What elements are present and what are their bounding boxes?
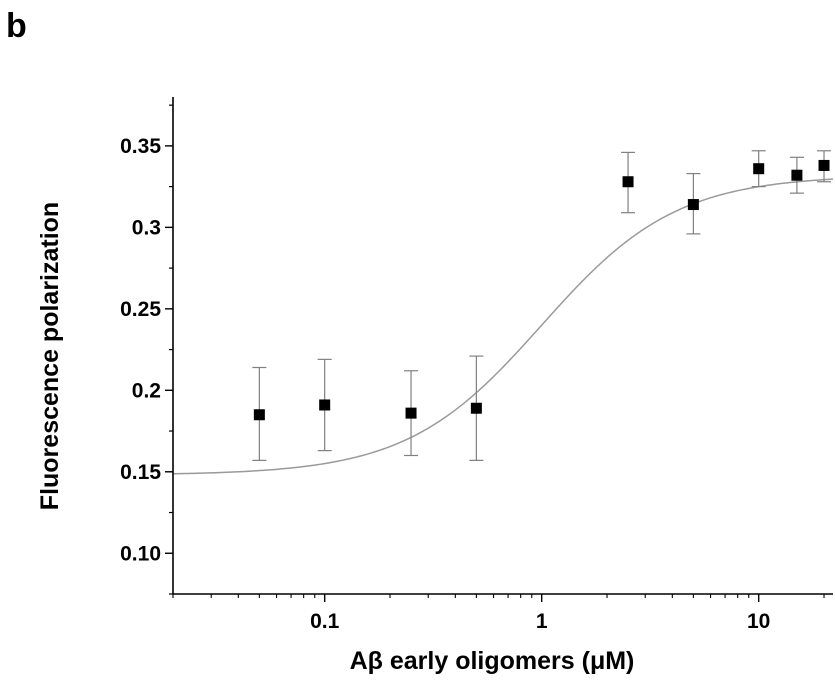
fit-curve [172,178,834,475]
data-point-marker [405,407,417,419]
y-axis-title: Fluorescence polarization [36,202,64,510]
data-points-layer [253,159,830,421]
x-tick-label: 0.1 [310,610,340,633]
axes: 0.10 0.15 0.2 0.25 0.3 0.35 0.1 1 10 [120,97,833,633]
x-tick-label: 1 [536,610,548,633]
y-tick-label: 0.2 [132,379,161,402]
y-tick-label: 0.15 [120,461,161,484]
x-axis-ticks: 0.1 1 10 [172,594,825,633]
y-tick-label: 0.3 [132,216,161,239]
y-axis-ticks: 0.10 0.15 0.2 0.25 0.3 0.35 [120,104,173,595]
data-point-marker [253,409,265,421]
y-tick-label: 0.25 [120,298,161,321]
data-point-marker [622,176,634,188]
data-point-marker [753,163,765,175]
data-point-marker [319,399,331,411]
y-tick-label: 0.35 [120,135,161,158]
data-point-marker [687,199,699,211]
data-point-marker [791,169,803,181]
x-tick-label: 10 [747,610,770,633]
x-axis-title: Aβ early oligomers (μM) [350,647,635,675]
data-point-marker [818,159,830,171]
plot-area [172,150,834,475]
fit-curve-layer [172,178,834,475]
panel-label: b [6,7,27,45]
error-bars-layer [252,150,832,461]
y-tick-label: 0.10 [120,542,161,565]
data-point-marker [470,402,482,414]
